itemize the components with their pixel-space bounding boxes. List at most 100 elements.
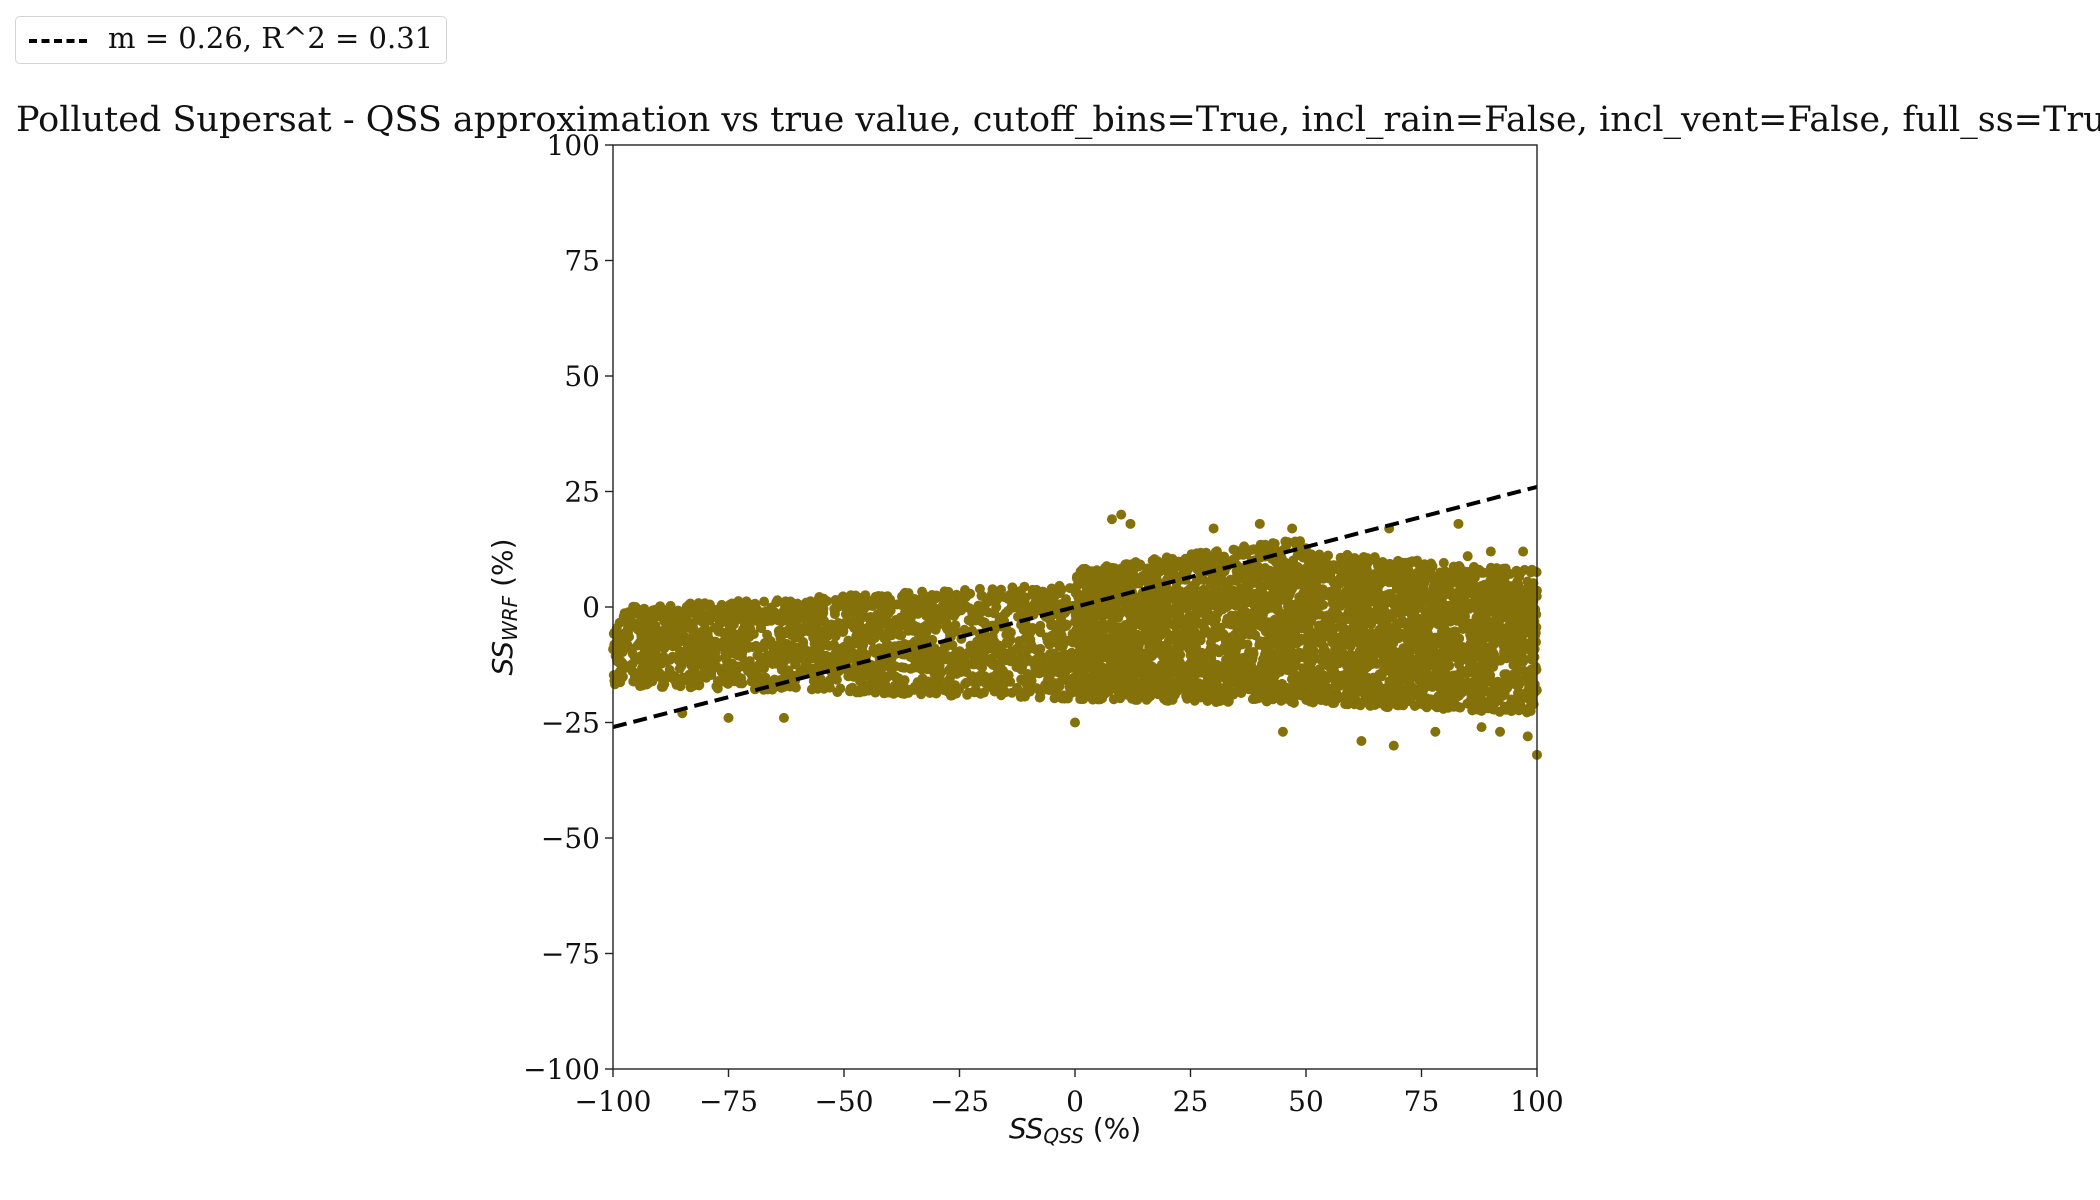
scatter-point bbox=[1148, 563, 1158, 574]
scatter-point bbox=[1150, 604, 1161, 615]
scatter-point bbox=[918, 659, 929, 670]
scatter-point bbox=[1132, 678, 1143, 689]
scatter-point bbox=[1282, 660, 1293, 671]
scatter-point bbox=[944, 673, 955, 684]
scatter-point bbox=[934, 607, 945, 618]
scatter-point bbox=[927, 590, 938, 600]
scatter-point bbox=[774, 650, 785, 661]
scatter-point bbox=[1003, 594, 1014, 605]
scatter-point bbox=[1377, 618, 1388, 629]
scatter-point bbox=[883, 608, 894, 619]
scatter-point bbox=[759, 596, 770, 607]
scatter-point bbox=[1266, 595, 1277, 606]
scatter-point bbox=[1101, 620, 1112, 631]
scatter-point bbox=[718, 615, 729, 626]
scatter-point bbox=[697, 647, 708, 658]
scatter-point bbox=[791, 652, 802, 662]
scatter-point bbox=[1329, 623, 1340, 634]
scatter-point bbox=[1251, 571, 1262, 582]
scatter-point bbox=[1419, 573, 1430, 584]
scatter-point bbox=[1076, 578, 1087, 589]
scatter-point bbox=[1491, 696, 1502, 707]
scatter-point bbox=[1478, 640, 1489, 651]
scatter-point bbox=[1278, 609, 1289, 620]
scatter-point bbox=[1162, 659, 1172, 670]
scatter-point bbox=[650, 604, 661, 615]
scatter-point bbox=[1386, 684, 1397, 695]
scatter-point bbox=[838, 627, 849, 637]
scatter-point bbox=[1427, 681, 1438, 692]
scatter-point bbox=[912, 608, 923, 619]
scatter-point bbox=[1092, 580, 1103, 591]
scatter-point bbox=[890, 661, 901, 672]
scatter-point bbox=[730, 611, 741, 622]
scatter-point bbox=[1226, 610, 1237, 621]
scatter-point bbox=[949, 611, 959, 621]
scatter-point bbox=[856, 649, 867, 660]
scatter-point bbox=[1384, 577, 1395, 588]
scatter-point bbox=[617, 647, 628, 658]
scatter-point bbox=[1046, 630, 1057, 641]
scatter-point bbox=[1448, 561, 1459, 572]
scatter-point bbox=[1078, 694, 1089, 705]
scatter-point bbox=[1497, 612, 1508, 623]
scatter-point bbox=[1442, 608, 1453, 619]
scatter-point bbox=[1133, 653, 1144, 664]
scatter-point bbox=[1421, 665, 1432, 676]
scatter-point bbox=[1140, 683, 1151, 693]
scatter-point bbox=[1479, 579, 1490, 590]
scatter-point bbox=[876, 602, 887, 613]
scatter-point bbox=[1433, 691, 1444, 702]
scatter-point bbox=[919, 676, 930, 686]
scatter-point bbox=[1151, 673, 1162, 684]
scatter-point bbox=[731, 647, 742, 658]
scatter-point bbox=[1391, 677, 1402, 688]
scatter-point bbox=[1212, 663, 1223, 674]
scatter-point bbox=[1137, 614, 1148, 624]
scatter-point bbox=[614, 672, 625, 683]
scatter-point bbox=[759, 642, 770, 653]
scatter-point bbox=[1261, 644, 1272, 655]
scatter-point bbox=[1044, 649, 1055, 660]
scatter-point bbox=[804, 648, 815, 658]
scatter-point bbox=[1006, 687, 1017, 698]
scatter-point bbox=[991, 659, 1001, 670]
scatter-point bbox=[979, 651, 989, 662]
scatter-point bbox=[818, 607, 829, 618]
scatter-point bbox=[859, 684, 870, 695]
scatter-point bbox=[925, 618, 936, 629]
scatter-point bbox=[1476, 660, 1487, 671]
scatter-point bbox=[855, 630, 866, 641]
scatter-point bbox=[1248, 648, 1259, 659]
scatter-point bbox=[1234, 621, 1245, 632]
scatter-point bbox=[1424, 697, 1434, 708]
scatter-point bbox=[655, 658, 666, 669]
scatter-point bbox=[907, 638, 918, 649]
scatter-point bbox=[1409, 582, 1420, 593]
scatter-point bbox=[793, 602, 804, 613]
scatter-point bbox=[717, 672, 728, 683]
scatter-point bbox=[937, 681, 948, 692]
scatter-point bbox=[1492, 593, 1503, 604]
scatter-point bbox=[1251, 665, 1262, 676]
scatter-point bbox=[1000, 655, 1011, 666]
scatter-point bbox=[1358, 670, 1369, 680]
scatter-point bbox=[1070, 588, 1081, 599]
scatter-point bbox=[1238, 549, 1249, 560]
scatter-point bbox=[1207, 587, 1218, 598]
scatter-point bbox=[1008, 602, 1019, 613]
scatter-point bbox=[789, 632, 800, 643]
scatter-point bbox=[1076, 666, 1086, 677]
scatter-point bbox=[1463, 598, 1473, 609]
scatter-point bbox=[1113, 687, 1124, 698]
scatter-point bbox=[1317, 619, 1328, 630]
scatter-point bbox=[629, 671, 640, 682]
scatter-point bbox=[1427, 561, 1438, 572]
scatter-point bbox=[1301, 549, 1312, 559]
scatter-point bbox=[663, 603, 674, 614]
scatter-point bbox=[757, 661, 768, 672]
scatter-point bbox=[714, 626, 725, 637]
scatter-point bbox=[1072, 658, 1083, 668]
scatter-point bbox=[865, 629, 876, 640]
scatter-point bbox=[1125, 650, 1136, 661]
